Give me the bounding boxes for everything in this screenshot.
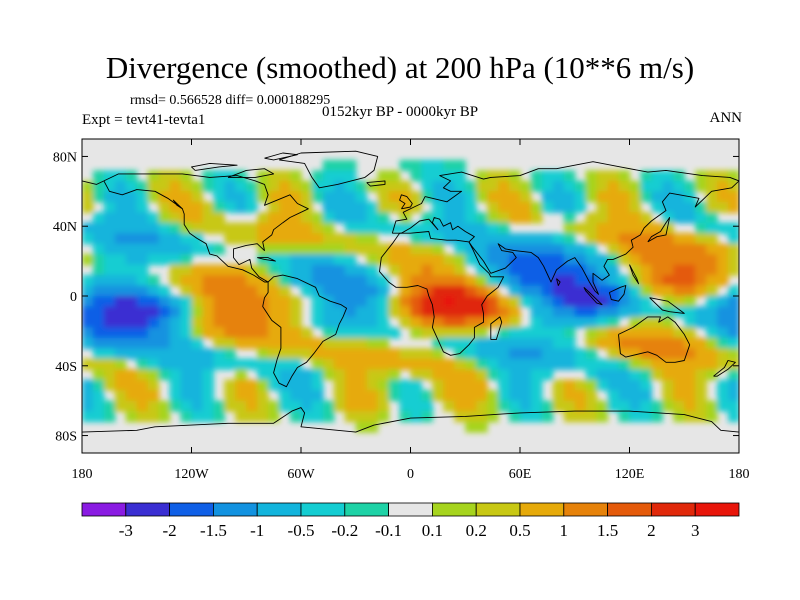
y-tick-label: 40S bbox=[55, 360, 77, 375]
x-tick-label: 60E bbox=[509, 467, 532, 482]
colorbar-label: 0.5 bbox=[509, 521, 530, 540]
y-tick-label: 80N bbox=[53, 150, 77, 165]
colorbar: -3 -2 -1.5 -1 -0.5 -0.2 -0.1 0.1 0.2 0.5 1 1.5 2 3 bbox=[81, 502, 740, 540]
experiment-label: Expt = tevt41-tevta1 bbox=[82, 112, 206, 128]
x-tick-label: 120E bbox=[615, 467, 645, 482]
colorbar-swatch bbox=[431, 502, 477, 517]
colorbar-swatch bbox=[388, 502, 433, 517]
coastlines bbox=[82, 150, 739, 433]
colorbar-swatch bbox=[519, 502, 565, 517]
colorbar-swatch bbox=[607, 502, 652, 517]
colorbar-swatch bbox=[475, 502, 521, 517]
y-tick-label: 80S bbox=[55, 430, 77, 445]
stats-label: rmsd= 0.566528 diff= 0.000188295 bbox=[130, 93, 331, 108]
colorbar-label: -3 bbox=[119, 521, 133, 540]
axis-ticks: 180 120W 60W 0 60E 120E 180 80N 40N 0 40S 80S bbox=[53, 139, 750, 482]
colorbar-label: 1 bbox=[560, 521, 569, 540]
colorbar-swatch bbox=[256, 502, 302, 517]
x-tick-label: 0 bbox=[407, 467, 414, 482]
colorbar-swatch bbox=[694, 502, 740, 517]
colorbar-label: 2 bbox=[647, 521, 656, 540]
colorbar-label: 0.2 bbox=[466, 521, 487, 540]
colorbar-swatch bbox=[169, 502, 214, 517]
colorbar-swatch bbox=[344, 502, 389, 517]
y-tick-label: 40N bbox=[53, 220, 77, 235]
x-tick-label: 180 bbox=[72, 467, 93, 482]
colorbar-label: -2 bbox=[163, 521, 177, 540]
colorbar-label: -0.5 bbox=[288, 521, 315, 540]
chart-title: Divergence (smoothed) at 200 hPa (10**6 … bbox=[105, 50, 695, 85]
colorbar-label: 0.1 bbox=[422, 521, 443, 540]
period-label: 0152kyr BP - 0000kyr BP bbox=[322, 104, 479, 120]
colorbar-label: -0.2 bbox=[331, 521, 358, 540]
x-tick-label: 180 bbox=[729, 467, 750, 482]
divergence-field bbox=[82, 159, 739, 433]
colorbar-swatch bbox=[300, 502, 346, 517]
x-tick-label: 120W bbox=[174, 467, 209, 482]
colorbar-label: -0.1 bbox=[375, 521, 402, 540]
colorbar-swatch bbox=[212, 502, 258, 517]
colorbar-label: -1.5 bbox=[200, 521, 227, 540]
colorbar-swatch bbox=[651, 502, 696, 517]
y-tick-label: 0 bbox=[70, 290, 77, 305]
x-tick-label: 60W bbox=[287, 467, 315, 482]
colorbar-swatch bbox=[563, 502, 608, 517]
colorbar-swatch bbox=[81, 502, 127, 517]
colorbar-label: -1 bbox=[250, 521, 264, 540]
colorbar-label: 1.5 bbox=[597, 521, 618, 540]
colorbar-label: 3 bbox=[691, 521, 700, 540]
colorbar-swatch bbox=[125, 502, 171, 517]
season-label: ANN bbox=[709, 110, 743, 126]
